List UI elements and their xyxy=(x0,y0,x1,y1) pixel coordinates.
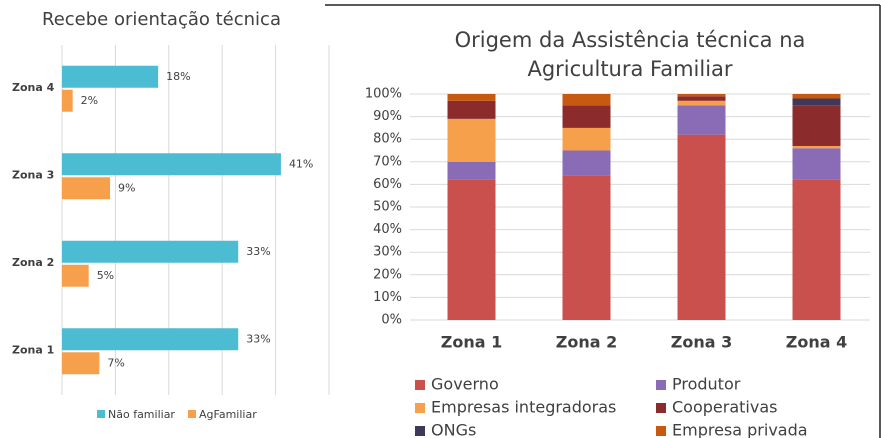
bar xyxy=(62,328,239,351)
bar-segment xyxy=(447,118,496,162)
legend-label: Empresa privada xyxy=(672,421,808,438)
y-tick-label: Zona 4 xyxy=(12,81,55,94)
y-tick-label: 30% xyxy=(373,245,402,260)
legend-swatch xyxy=(656,380,666,390)
y-tick-label: 60% xyxy=(373,177,402,192)
bar-segment xyxy=(677,134,726,320)
y-tick-label: 80% xyxy=(373,132,402,147)
y-tick-label: Zona 1 xyxy=(12,343,54,356)
legend-swatch xyxy=(188,410,196,418)
y-tick-label: 10% xyxy=(373,290,402,305)
y-tick-label: 20% xyxy=(373,267,402,282)
bar-segment xyxy=(677,105,726,135)
x-tick-label: Zona 1 xyxy=(441,333,502,352)
legend-swatch xyxy=(415,403,425,413)
bar xyxy=(62,177,111,200)
bar-segment xyxy=(792,148,841,180)
legend-label: Produtor xyxy=(672,375,741,394)
bar-segment xyxy=(447,161,496,180)
legend-label: ONGs xyxy=(431,421,476,438)
bar xyxy=(62,352,100,375)
y-tick-label: 90% xyxy=(373,109,402,124)
data-label: 41% xyxy=(289,157,313,170)
data-label: 33% xyxy=(246,245,270,258)
bar-segment xyxy=(792,105,841,146)
y-tick-label: Zona 3 xyxy=(12,168,54,181)
bar xyxy=(62,240,239,263)
bar-segment xyxy=(792,94,841,99)
legend-swatch xyxy=(415,426,425,436)
bar-segment xyxy=(447,94,496,101)
data-label: 33% xyxy=(246,332,270,345)
bar-segment xyxy=(677,100,726,106)
chart-title: Origem da Assistência técnica na Agricul… xyxy=(454,28,806,81)
bar-segment xyxy=(562,94,611,106)
legend-label: Não familiar xyxy=(108,408,175,421)
y-tick-label: 50% xyxy=(373,200,402,215)
data-label: 18% xyxy=(166,70,190,83)
bar-segment xyxy=(447,100,496,119)
legend-label: AgFamiliar xyxy=(199,408,257,421)
bar xyxy=(62,264,89,287)
bar-segment xyxy=(677,94,726,97)
y-tick-label: 70% xyxy=(373,154,402,169)
legend-swatch xyxy=(97,410,105,418)
legend-swatch xyxy=(415,380,425,390)
x-tick-label: Zona 2 xyxy=(556,333,617,352)
bar-segment xyxy=(677,96,726,101)
bar-segment xyxy=(562,150,611,176)
legend-label: Empresas integradoras xyxy=(431,398,616,417)
bar-segment xyxy=(792,145,841,149)
legend-label: Governo xyxy=(431,375,499,394)
bar xyxy=(62,153,281,176)
x-tick-label: Zona 3 xyxy=(671,333,732,352)
data-label: 9% xyxy=(118,181,135,194)
y-tick-label: 40% xyxy=(373,222,402,237)
legend-swatch xyxy=(656,426,666,436)
y-tick-label: 100% xyxy=(365,87,402,102)
y-tick-label: 0% xyxy=(381,313,402,328)
bar-segment xyxy=(562,175,611,320)
bar-segment xyxy=(447,179,496,320)
bar xyxy=(62,89,73,112)
chart-title: Recebe orientação técnica xyxy=(42,9,281,30)
data-label: 5% xyxy=(97,269,114,282)
bar-segment xyxy=(792,98,841,106)
data-label: 2% xyxy=(81,94,98,107)
data-label: 7% xyxy=(107,356,124,369)
x-tick-label: Zona 4 xyxy=(786,333,847,352)
bar xyxy=(62,65,159,88)
bar-segment xyxy=(562,127,611,151)
bar-segment xyxy=(562,105,611,128)
legend-swatch xyxy=(656,403,666,413)
y-tick-label: Zona 2 xyxy=(12,256,54,269)
legend-label: Cooperativas xyxy=(672,398,777,417)
bar-segment xyxy=(792,179,841,320)
